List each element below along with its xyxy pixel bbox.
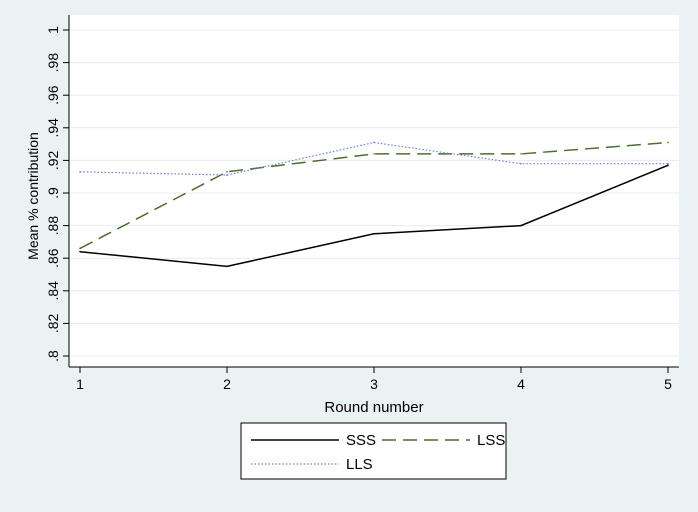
y-tick-label: .8 [45, 350, 61, 362]
series-lines [79, 141, 669, 268]
data-point-lls [520, 162, 522, 165]
data-point-sss [667, 164, 669, 167]
data-point-lls [226, 174, 228, 176]
data-point-lls [667, 162, 669, 165]
legend-box [240, 422, 507, 480]
legend-label-lss: LSS [477, 432, 505, 449]
y-tick-label: .86 [45, 248, 61, 268]
data-point-lss [79, 247, 81, 250]
data-point-sss [226, 265, 228, 268]
y-tick-label: .92 [45, 150, 61, 170]
y-tick-label: .82 [45, 313, 61, 333]
data-point-sss [520, 224, 522, 227]
y-tick-label: .88 [45, 216, 61, 236]
data-point-lss [226, 171, 228, 173]
x-tick-label: 2 [223, 376, 231, 392]
axes: .8 .82 .84 .86 .88 .9 .92 .94 .96 .98 1 1 2 3 4 5 [45, 15, 679, 392]
y-tick-label: .9 [45, 187, 61, 199]
x-tick-label: 4 [517, 376, 525, 392]
data-point-lss [667, 141, 669, 144]
series-line-lss [79, 141, 669, 250]
y-tick-label: .84 [45, 281, 61, 301]
y-axis-label: Mean % contribution [25, 132, 41, 260]
y-tick-label: .94 [45, 118, 61, 138]
x-tick-label: 1 [76, 376, 84, 392]
legend-label-sss: SSS [346, 432, 376, 449]
data-point-lls [373, 141, 375, 144]
grid-lines [69, 29, 679, 357]
data-point-sss [79, 250, 81, 253]
x-axis-label: Round number [324, 399, 423, 416]
data-point-sss [373, 232, 375, 235]
y-tick-label: .96 [45, 85, 61, 105]
legend-label-lls: LLS [346, 456, 373, 473]
x-tick-label: 3 [370, 376, 378, 392]
y-tick-label: .98 [45, 53, 61, 73]
x-tick-label: 5 [664, 376, 672, 392]
data-point-lss [373, 153, 375, 155]
data-point-lls [79, 171, 81, 173]
data-point-lss [520, 153, 522, 155]
legend: SSS LSS LLS [240, 422, 507, 480]
plot-area [69, 15, 679, 367]
y-tick-label: 1 [45, 26, 61, 34]
